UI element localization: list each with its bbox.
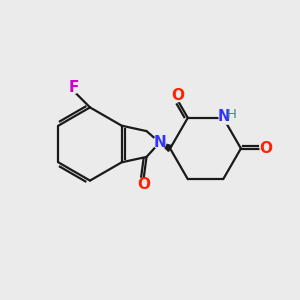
Polygon shape xyxy=(160,142,172,152)
Text: N: N xyxy=(218,109,230,124)
Circle shape xyxy=(153,136,166,149)
Text: N: N xyxy=(153,135,166,150)
Circle shape xyxy=(219,109,235,124)
Circle shape xyxy=(172,90,184,102)
Circle shape xyxy=(260,143,272,154)
Text: O: O xyxy=(137,177,150,192)
Text: O: O xyxy=(259,141,272,156)
Circle shape xyxy=(69,82,80,93)
Text: F: F xyxy=(69,80,79,95)
Text: H: H xyxy=(226,108,236,121)
Text: O: O xyxy=(172,88,184,104)
Circle shape xyxy=(138,179,149,190)
